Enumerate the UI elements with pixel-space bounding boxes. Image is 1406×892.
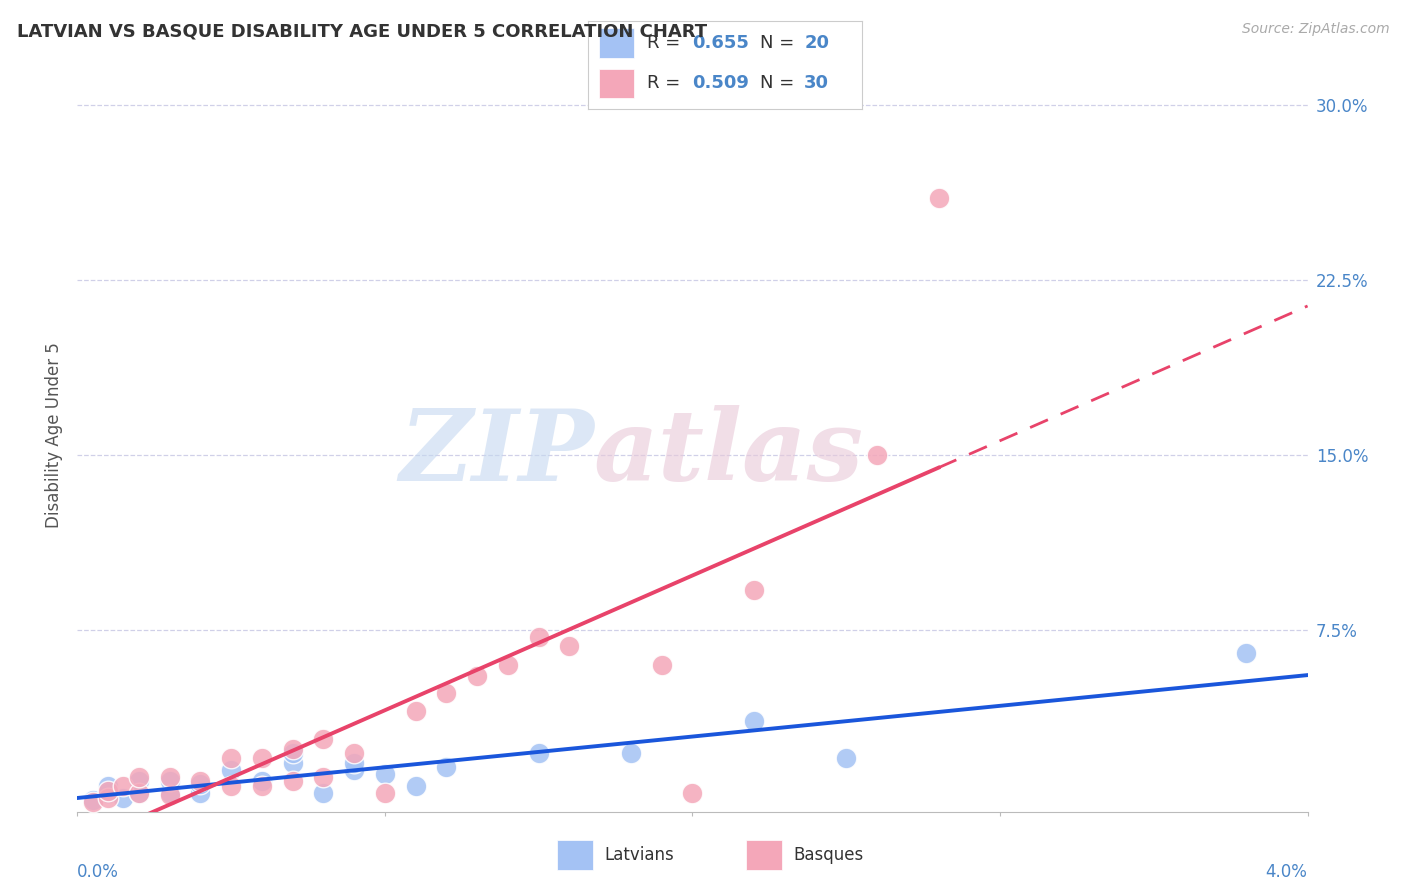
Point — [374, 786, 396, 800]
Point — [219, 751, 242, 765]
Text: Basques: Basques — [793, 846, 863, 863]
Point — [281, 741, 304, 756]
Text: N =: N = — [761, 74, 800, 93]
Point — [343, 756, 366, 770]
Point — [436, 760, 458, 774]
Point — [436, 686, 458, 700]
Text: LATVIAN VS BASQUE DISABILITY AGE UNDER 5 CORRELATION CHART: LATVIAN VS BASQUE DISABILITY AGE UNDER 5… — [17, 22, 707, 40]
Point — [159, 774, 181, 789]
Point — [128, 786, 150, 800]
Point — [651, 657, 673, 672]
Point — [219, 763, 242, 777]
Point — [219, 779, 242, 793]
Text: 0.655: 0.655 — [692, 34, 749, 53]
Point — [835, 751, 858, 765]
Point — [112, 779, 135, 793]
Bar — [599, 69, 634, 98]
Point — [558, 639, 581, 653]
Point — [496, 657, 519, 672]
Point — [128, 774, 150, 789]
Y-axis label: Disability Age Under 5: Disability Age Under 5 — [45, 342, 63, 528]
Point — [465, 669, 488, 683]
Point — [97, 783, 120, 797]
Point — [97, 779, 120, 793]
Point — [281, 747, 304, 761]
Point — [159, 789, 181, 803]
Point — [97, 786, 120, 800]
Text: N =: N = — [761, 34, 800, 53]
Point — [527, 630, 550, 644]
Point — [405, 779, 427, 793]
Point — [250, 751, 273, 765]
Point — [527, 747, 550, 761]
Point — [866, 448, 889, 462]
Text: Source: ZipAtlas.com: Source: ZipAtlas.com — [1241, 22, 1389, 37]
Point — [1234, 646, 1257, 660]
Point — [312, 786, 335, 800]
Point — [128, 786, 150, 800]
Point — [281, 774, 304, 789]
Text: Latvians: Latvians — [605, 846, 675, 863]
Point — [281, 756, 304, 770]
Point — [112, 790, 135, 805]
Point — [82, 796, 104, 810]
Text: 0.509: 0.509 — [692, 74, 749, 93]
Text: ZIP: ZIP — [399, 406, 595, 502]
Point — [928, 191, 950, 205]
Text: R =: R = — [647, 34, 686, 53]
Bar — [599, 29, 634, 58]
Point — [742, 714, 765, 728]
Point — [128, 770, 150, 784]
Text: R =: R = — [647, 74, 686, 93]
Text: 0.0%: 0.0% — [77, 863, 120, 881]
Point — [620, 747, 643, 761]
Point — [82, 793, 104, 807]
Point — [742, 582, 765, 597]
Text: 20: 20 — [804, 34, 830, 53]
Text: 4.0%: 4.0% — [1265, 863, 1308, 881]
Bar — [557, 839, 593, 870]
Point — [188, 786, 212, 800]
Point — [250, 774, 273, 789]
Point — [188, 774, 212, 789]
Point — [682, 786, 704, 800]
Point — [343, 747, 366, 761]
Point — [405, 705, 427, 719]
Point — [312, 770, 335, 784]
Point — [250, 779, 273, 793]
Point — [159, 770, 181, 784]
Point — [312, 732, 335, 747]
Point — [343, 763, 366, 777]
Point — [188, 777, 212, 791]
Text: atlas: atlas — [595, 406, 865, 502]
Point — [374, 767, 396, 781]
Point — [97, 790, 120, 805]
Bar — [747, 839, 782, 870]
Point — [159, 786, 181, 800]
Text: 30: 30 — [804, 74, 830, 93]
